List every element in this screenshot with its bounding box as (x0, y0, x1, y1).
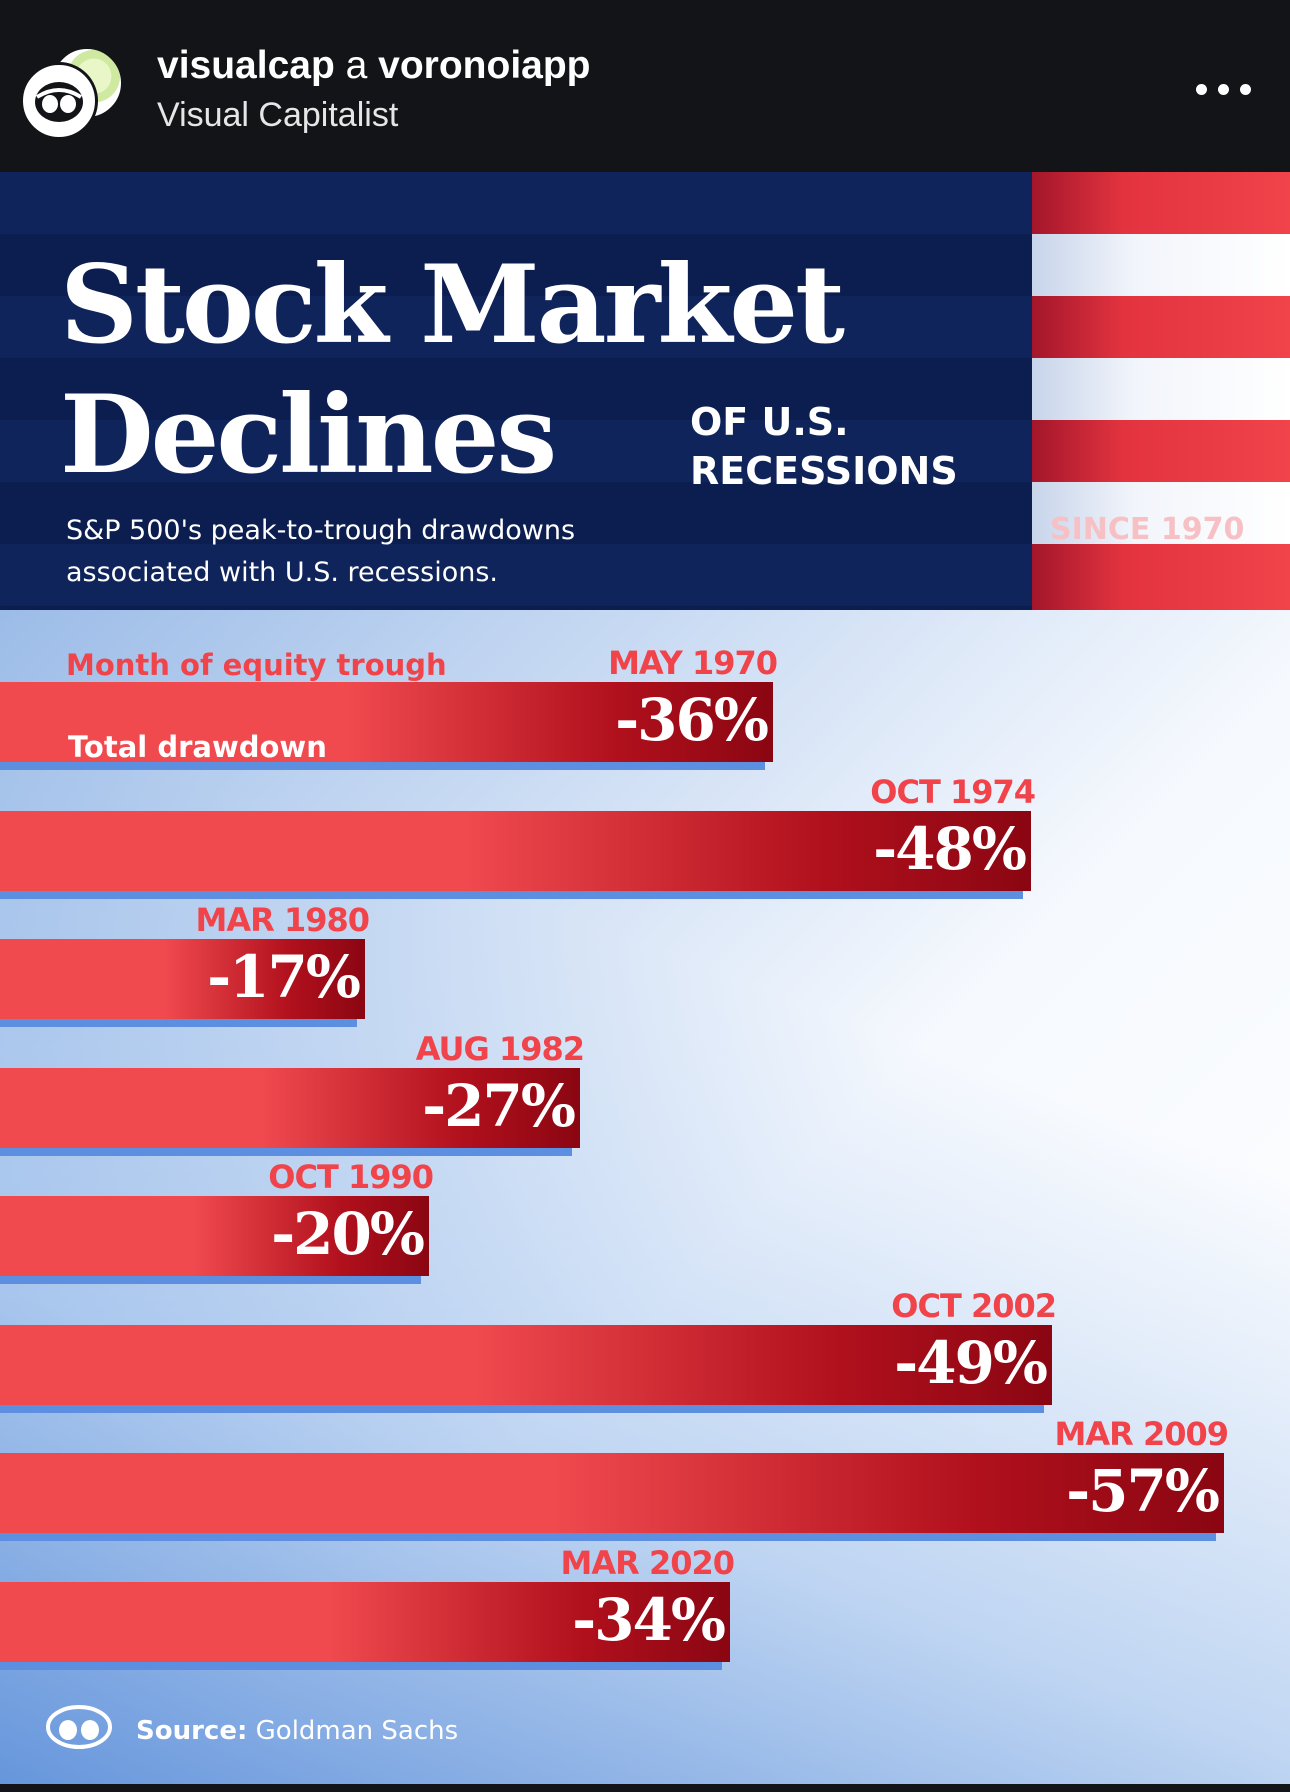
chart-subtitle: S&P 500's peak-to-trough drawdowns assoc… (66, 510, 666, 594)
flag-stripes (1032, 172, 1290, 610)
account-connector: a (345, 44, 368, 87)
bar-value-label: -20% (271, 1200, 425, 1268)
source-logo-icon (46, 1705, 112, 1749)
bar (0, 1196, 429, 1276)
account-subtitle: Visual Capitalist (157, 96, 399, 134)
bar-value-label: -57% (1066, 1457, 1220, 1525)
bar-value-label: -27% (422, 1072, 576, 1140)
title-suffix-line-1: OF U.S. (690, 400, 849, 444)
subtitle-line-2: associated with U.S. recessions. (66, 557, 499, 588)
bar (0, 939, 365, 1019)
bar (0, 682, 773, 762)
bar-value-label: -48% (873, 815, 1027, 883)
bar-chart: MAY 1970 -36% OCT 1974 -48% MAR 1980 -17% AUG … (0, 172, 1290, 1784)
chart-title-line-2: Declines (60, 372, 557, 498)
title-suffix-line-2: RECESSIONS (690, 449, 958, 493)
more-options-icon[interactable] (1196, 80, 1252, 100)
post-header: visualcap a voronoiapp Visual Capitalist (0, 0, 1290, 172)
bar-month-label: MAR 2009 (1054, 1415, 1229, 1453)
legend-month-label: Month of equity trough (66, 648, 447, 682)
account-names[interactable]: visualcap a voronoiapp (157, 44, 591, 88)
bar-value-label: -34% (572, 1586, 726, 1654)
bar (0, 1068, 580, 1148)
bar (0, 1582, 730, 1662)
bottom-divider (0, 1784, 1290, 1792)
chart-title-line-1: Stock Market (60, 242, 845, 368)
source-label: Source: (136, 1716, 248, 1746)
bar (0, 1453, 1224, 1533)
bar-value-label: -49% (894, 1329, 1048, 1397)
bar-month-label: OCT 2002 (891, 1287, 1057, 1325)
subtitle-line-1: S&P 500's peak-to-trough drawdowns (66, 515, 576, 546)
chart-title-suffix: OF U.S. RECESSIONS (690, 398, 1020, 496)
legend-drawdown-label: Total drawdown (68, 730, 327, 764)
bar (0, 1325, 1052, 1405)
visual-capitalist-logo-icon (20, 62, 98, 140)
bar-month-label: AUG 1982 (415, 1030, 585, 1068)
bar-value-label: -17% (207, 943, 361, 1011)
bar (0, 811, 1031, 891)
bar-month-label: MAR 2020 (560, 1544, 735, 1582)
source-value: Goldman Sachs (255, 1716, 459, 1746)
bar-value-label: -36% (615, 686, 769, 754)
title-panel (0, 172, 1032, 610)
bar-month-label: OCT 1990 (268, 1158, 434, 1196)
since-label: SINCE 1970 (1050, 512, 1245, 547)
account-primary[interactable]: visualcap (157, 44, 335, 87)
avatar[interactable] (20, 44, 124, 144)
source-line: Source: Goldman Sachs (136, 1716, 458, 1746)
bar-month-label: OCT 1974 (870, 773, 1036, 811)
bar-month-label: MAR 1980 (195, 901, 370, 939)
bar-month-label: MAY 1970 (608, 644, 778, 682)
account-secondary[interactable]: voronoiapp (378, 44, 591, 87)
infographic: Stock Market Declines OF U.S. RECESSIONS… (0, 172, 1290, 1784)
